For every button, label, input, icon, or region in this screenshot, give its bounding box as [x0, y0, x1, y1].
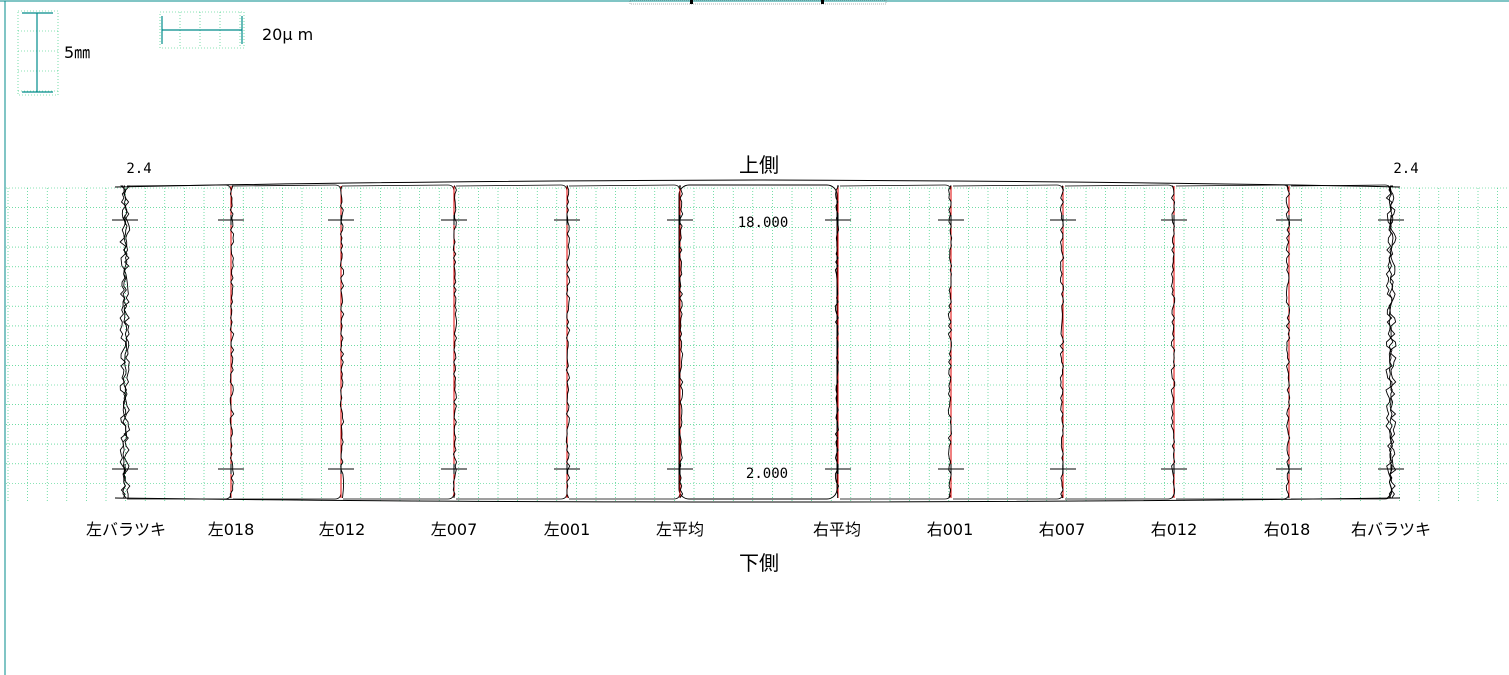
profile-box-top: [568, 184, 681, 193]
measured-trace: [452, 185, 458, 499]
profile-label: 右平均: [813, 520, 861, 539]
measured-trace: [834, 185, 840, 498]
profile-box-bottom: [1176, 491, 1290, 500]
top-ruler-strip: [629, 0, 887, 5]
measured-trace: [229, 185, 235, 499]
measured-trace: [1170, 185, 1176, 499]
profile-label: 左018: [208, 520, 255, 539]
bottom-side-label: 下側: [739, 551, 779, 575]
horizontal-scale-grid-box: [159, 11, 245, 49]
variation-trace: [1388, 185, 1394, 499]
top-ruler-tick-1: [690, 0, 693, 4]
profile-box-bottom: [343, 491, 455, 500]
profile-box-top: [342, 184, 455, 193]
variation-trace: [1389, 185, 1397, 499]
profile-traces: [119, 185, 1397, 499]
profile-label: 左012: [319, 520, 366, 539]
top-ruler-tick-2: [821, 0, 824, 4]
scale-legend: 5㎜ 20μ m: [17, 10, 313, 96]
variation-trace: [1385, 185, 1393, 499]
average-box: [678, 184, 838, 500]
measured-trace: [678, 185, 684, 499]
profile-box-top: [1064, 184, 1175, 193]
measured-trace: [1285, 185, 1291, 499]
profile-label: 左007: [431, 520, 478, 539]
upper-marker-value: 18.000: [738, 215, 789, 231]
right-variation-value: 2.4: [1393, 161, 1418, 177]
vertical-scale-grid: [17, 10, 59, 96]
vertical-scale-grid-box: [17, 10, 59, 96]
profile-box-bottom: [569, 491, 681, 500]
profile-box-top: [1175, 184, 1290, 193]
profile-label: 右012: [1151, 520, 1198, 539]
measured-trace: [947, 185, 953, 499]
profile-box-bottom: [456, 491, 568, 500]
profile-label: 左平均: [656, 520, 704, 539]
profile-box-top: [839, 184, 952, 193]
profile-box-top: [232, 184, 342, 193]
profile-box-bottom: [1065, 491, 1175, 500]
profile-label: 右バラツキ: [1351, 520, 1431, 539]
profile-label: 右018: [1264, 520, 1311, 539]
top-side-label: 上側: [739, 153, 779, 177]
measured-trace: [1059, 185, 1065, 499]
profile-box-top: [455, 184, 568, 193]
profile-label: 左バラツキ: [86, 520, 166, 539]
measured-trace: [565, 185, 571, 499]
envelope-top: [114, 179, 1401, 188]
variation-trace: [122, 185, 128, 499]
horizontal-scale-label: 20μ m: [262, 25, 313, 44]
vertical-scale-label: 5㎜: [64, 43, 90, 62]
profile-box-bottom: [233, 491, 342, 500]
profile-label: 右007: [1039, 520, 1086, 539]
profile-label: 左001: [544, 520, 591, 539]
left-variation-value: 2.4: [126, 161, 151, 177]
measured-trace: [339, 185, 345, 499]
crosshair-markers: [112, 215, 1404, 474]
variation-trace: [123, 185, 131, 498]
profile-labels: 左バラツキ 左018 左012 左007 左001 左平均 右平均 右001 右007 右012 右…: [86, 520, 1431, 539]
profile-box-bottom: [840, 491, 952, 500]
profile-label: 右001: [927, 520, 974, 539]
lower-marker-value: 2.000: [746, 466, 788, 482]
variation-trace: [119, 185, 127, 499]
envelope-bottom: [114, 497, 1401, 503]
